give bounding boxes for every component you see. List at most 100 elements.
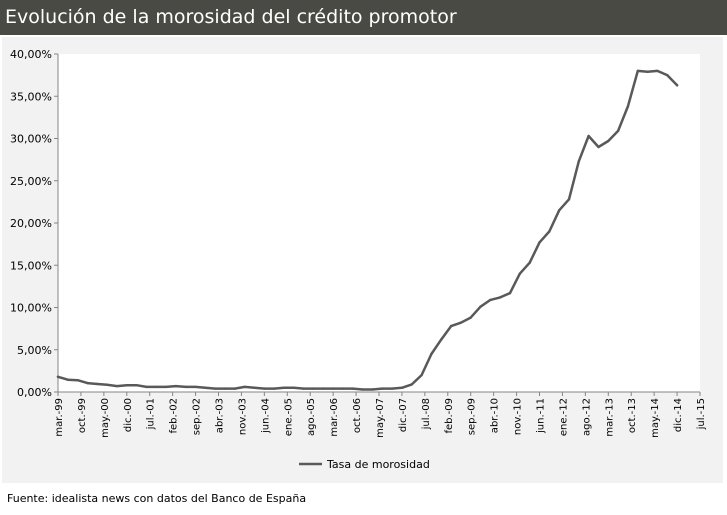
data-point: [56, 375, 60, 378]
data-point: [498, 296, 502, 299]
data-point: [390, 387, 394, 390]
data-point: [400, 386, 404, 389]
data-point: [548, 230, 551, 233]
data-point: [567, 198, 571, 201]
data-point: [155, 385, 158, 389]
x-tick-label: ene.-12: [558, 398, 569, 436]
x-tick-label: feb.-09: [444, 398, 455, 434]
x-tick-label: mar.-99: [54, 398, 65, 437]
x-tick-label: oct.-13: [627, 398, 638, 433]
data-point: [656, 69, 659, 73]
data-point: [96, 382, 99, 386]
data-point: [675, 84, 679, 87]
legend-label: Tasa de morosidad: [326, 458, 430, 471]
data-point: [538, 241, 541, 244]
y-tick-label: 30,00%: [10, 133, 52, 146]
data-point: [184, 385, 187, 389]
data-point: [646, 70, 649, 73]
data-point: [223, 387, 227, 390]
data-point: [76, 378, 79, 382]
data-point: [557, 209, 561, 212]
x-tick-label: nov.-10: [513, 398, 524, 435]
data-point: [508, 291, 512, 295]
x-tick-label: dic.-07: [398, 398, 409, 432]
data-point: [577, 160, 581, 163]
x-tick-label: jul.-08: [421, 398, 432, 430]
x-tick-label: feb.-02: [169, 398, 180, 434]
y-tick-label: 40,00%: [10, 48, 52, 61]
series-line: [56, 69, 679, 391]
y-tick-label: 0,00%: [17, 386, 52, 399]
data-point: [331, 387, 335, 390]
line-chart: 0,00% 5,00% 10,00% 15,00% 20,00% 25,00% 30,00%…: [10, 48, 707, 471]
y-tick-label: 20,00%: [10, 217, 52, 230]
plot-area: [58, 54, 700, 392]
x-tick-label: mar.-06: [329, 398, 340, 437]
x-tick-label: abr.-10: [490, 398, 501, 433]
x-tick-label: ene.-05: [283, 398, 294, 436]
data-point: [528, 261, 531, 264]
data-point: [449, 324, 453, 328]
data-point: [459, 321, 463, 324]
x-tick-label: ago.-12: [581, 398, 592, 436]
data-point: [361, 388, 364, 391]
x-tick-label: jun.-04: [260, 398, 271, 434]
data-point: [636, 69, 639, 73]
data-point: [66, 378, 70, 381]
data-point: [626, 105, 630, 108]
data-point: [341, 387, 345, 390]
chart-panel: 0,00% 5,00% 10,00% 15,00% 20,00% 25,00% 30,00%…: [2, 37, 723, 483]
data-point: [233, 387, 237, 390]
y-tick-label: 5,00%: [17, 344, 52, 357]
data-point: [282, 386, 286, 389]
y-tick-label: 35,00%: [10, 90, 52, 103]
data-point: [164, 385, 168, 389]
source-note: Fuente: idealista news con datos del Ban…: [7, 492, 307, 505]
data-point: [243, 385, 246, 389]
data-point: [381, 387, 384, 390]
x-tick-label: dic.-00: [123, 398, 134, 432]
data-point: [351, 387, 354, 390]
data-point: [204, 386, 207, 389]
data-point: [125, 384, 128, 387]
data-point: [253, 386, 256, 389]
x-tick-label: ago.-05: [306, 398, 317, 436]
data-point: [420, 373, 423, 377]
data-point: [430, 352, 433, 356]
data-point: [371, 388, 374, 391]
x-tick-label: mar.-13: [604, 398, 615, 437]
data-point: [105, 383, 109, 387]
y-tick-label: 10,00%: [10, 302, 52, 315]
data-point: [174, 384, 178, 388]
data-point: [616, 129, 620, 133]
data-point: [410, 383, 413, 386]
x-tick-label: dic.-14: [673, 398, 684, 432]
x-tick-label: oct.-06: [352, 398, 363, 433]
x-tick-label: may.-00: [100, 398, 111, 438]
data-point: [597, 145, 600, 149]
data-point: [214, 387, 217, 390]
data-point: [115, 384, 119, 388]
data-point: [518, 272, 522, 275]
x-tick-label: sep.-09: [467, 398, 478, 435]
title-bar: Evolución de la morosidad del crédito pr…: [0, 0, 727, 35]
x-tick-label: may.-07: [375, 398, 386, 438]
x-tick-label: jul.-15: [696, 398, 707, 430]
y-tick-label: 25,00%: [10, 175, 52, 188]
data-point: [322, 387, 325, 390]
data-point: [302, 387, 305, 390]
data-point: [666, 73, 669, 77]
x-tick-label: sep.-02: [192, 398, 203, 435]
data-point: [194, 385, 197, 389]
data-point: [86, 381, 89, 385]
data-point: [135, 384, 138, 387]
data-point: [587, 134, 590, 138]
x-tick-label: nov.-03: [237, 398, 248, 435]
x-tick-label: may.-14: [650, 398, 661, 438]
data-point: [272, 387, 276, 390]
x-tick-label: oct.-99: [77, 398, 88, 433]
x-tick-label: jul.-01: [146, 398, 157, 430]
data-point: [479, 305, 482, 308]
data-point: [312, 387, 315, 390]
data-point: [145, 385, 148, 389]
